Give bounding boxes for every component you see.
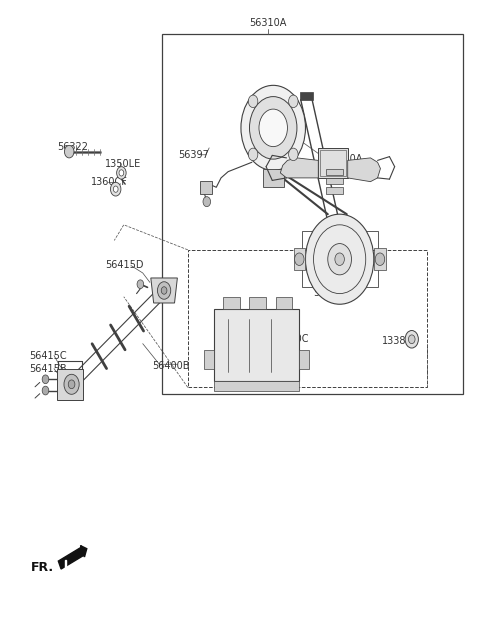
- Circle shape: [328, 244, 351, 275]
- Circle shape: [119, 170, 124, 176]
- Circle shape: [64, 145, 74, 158]
- Text: 56322: 56322: [57, 141, 88, 151]
- Text: 56340C: 56340C: [271, 334, 308, 345]
- Bar: [250, 297, 266, 309]
- Circle shape: [110, 182, 121, 196]
- Text: 56390C: 56390C: [313, 288, 351, 298]
- Bar: [326, 168, 343, 175]
- Circle shape: [259, 109, 288, 146]
- Polygon shape: [348, 158, 381, 182]
- Bar: [200, 181, 212, 194]
- Bar: [301, 231, 378, 287]
- Circle shape: [203, 197, 211, 207]
- Circle shape: [250, 97, 297, 159]
- Circle shape: [157, 281, 171, 299]
- Bar: [204, 350, 214, 369]
- Bar: [374, 248, 385, 271]
- Bar: [300, 350, 309, 369]
- Bar: [318, 148, 348, 178]
- Text: 56400B: 56400B: [152, 360, 190, 370]
- Bar: [214, 309, 300, 381]
- Bar: [162, 34, 463, 394]
- Bar: [188, 250, 427, 387]
- Bar: [223, 297, 240, 309]
- Circle shape: [68, 380, 75, 389]
- Circle shape: [113, 186, 118, 192]
- Circle shape: [42, 386, 49, 395]
- FancyArrow shape: [59, 546, 87, 569]
- FancyArrow shape: [65, 560, 66, 567]
- Polygon shape: [57, 369, 84, 400]
- Text: 1360CF: 1360CF: [91, 177, 127, 187]
- Text: 56310A: 56310A: [249, 18, 286, 28]
- Circle shape: [161, 286, 167, 294]
- Circle shape: [408, 335, 415, 344]
- Circle shape: [405, 331, 419, 348]
- Circle shape: [375, 253, 384, 266]
- Circle shape: [137, 280, 144, 288]
- Bar: [214, 381, 300, 391]
- Text: FR.: FR.: [31, 561, 54, 574]
- Text: 1350LE: 1350LE: [105, 159, 141, 169]
- Text: 56397: 56397: [179, 150, 209, 160]
- Circle shape: [248, 95, 258, 108]
- Bar: [300, 92, 313, 100]
- Bar: [320, 150, 346, 176]
- Text: 56415C: 56415C: [29, 351, 67, 360]
- Circle shape: [335, 253, 344, 266]
- Circle shape: [241, 85, 305, 170]
- Bar: [326, 178, 343, 184]
- Circle shape: [248, 148, 258, 161]
- Circle shape: [295, 253, 304, 266]
- Bar: [326, 187, 343, 194]
- Text: 13385: 13385: [383, 336, 413, 346]
- Polygon shape: [280, 158, 318, 178]
- Circle shape: [305, 214, 374, 304]
- Circle shape: [288, 148, 298, 161]
- Bar: [263, 168, 284, 187]
- Circle shape: [42, 375, 49, 384]
- Polygon shape: [151, 278, 178, 303]
- Bar: [276, 297, 292, 309]
- Text: 56330A: 56330A: [325, 154, 363, 164]
- Bar: [294, 248, 305, 271]
- Text: 56415B: 56415B: [29, 363, 67, 374]
- Circle shape: [117, 167, 126, 179]
- Text: 56415D: 56415D: [105, 261, 144, 271]
- Circle shape: [64, 374, 79, 394]
- Circle shape: [288, 95, 298, 108]
